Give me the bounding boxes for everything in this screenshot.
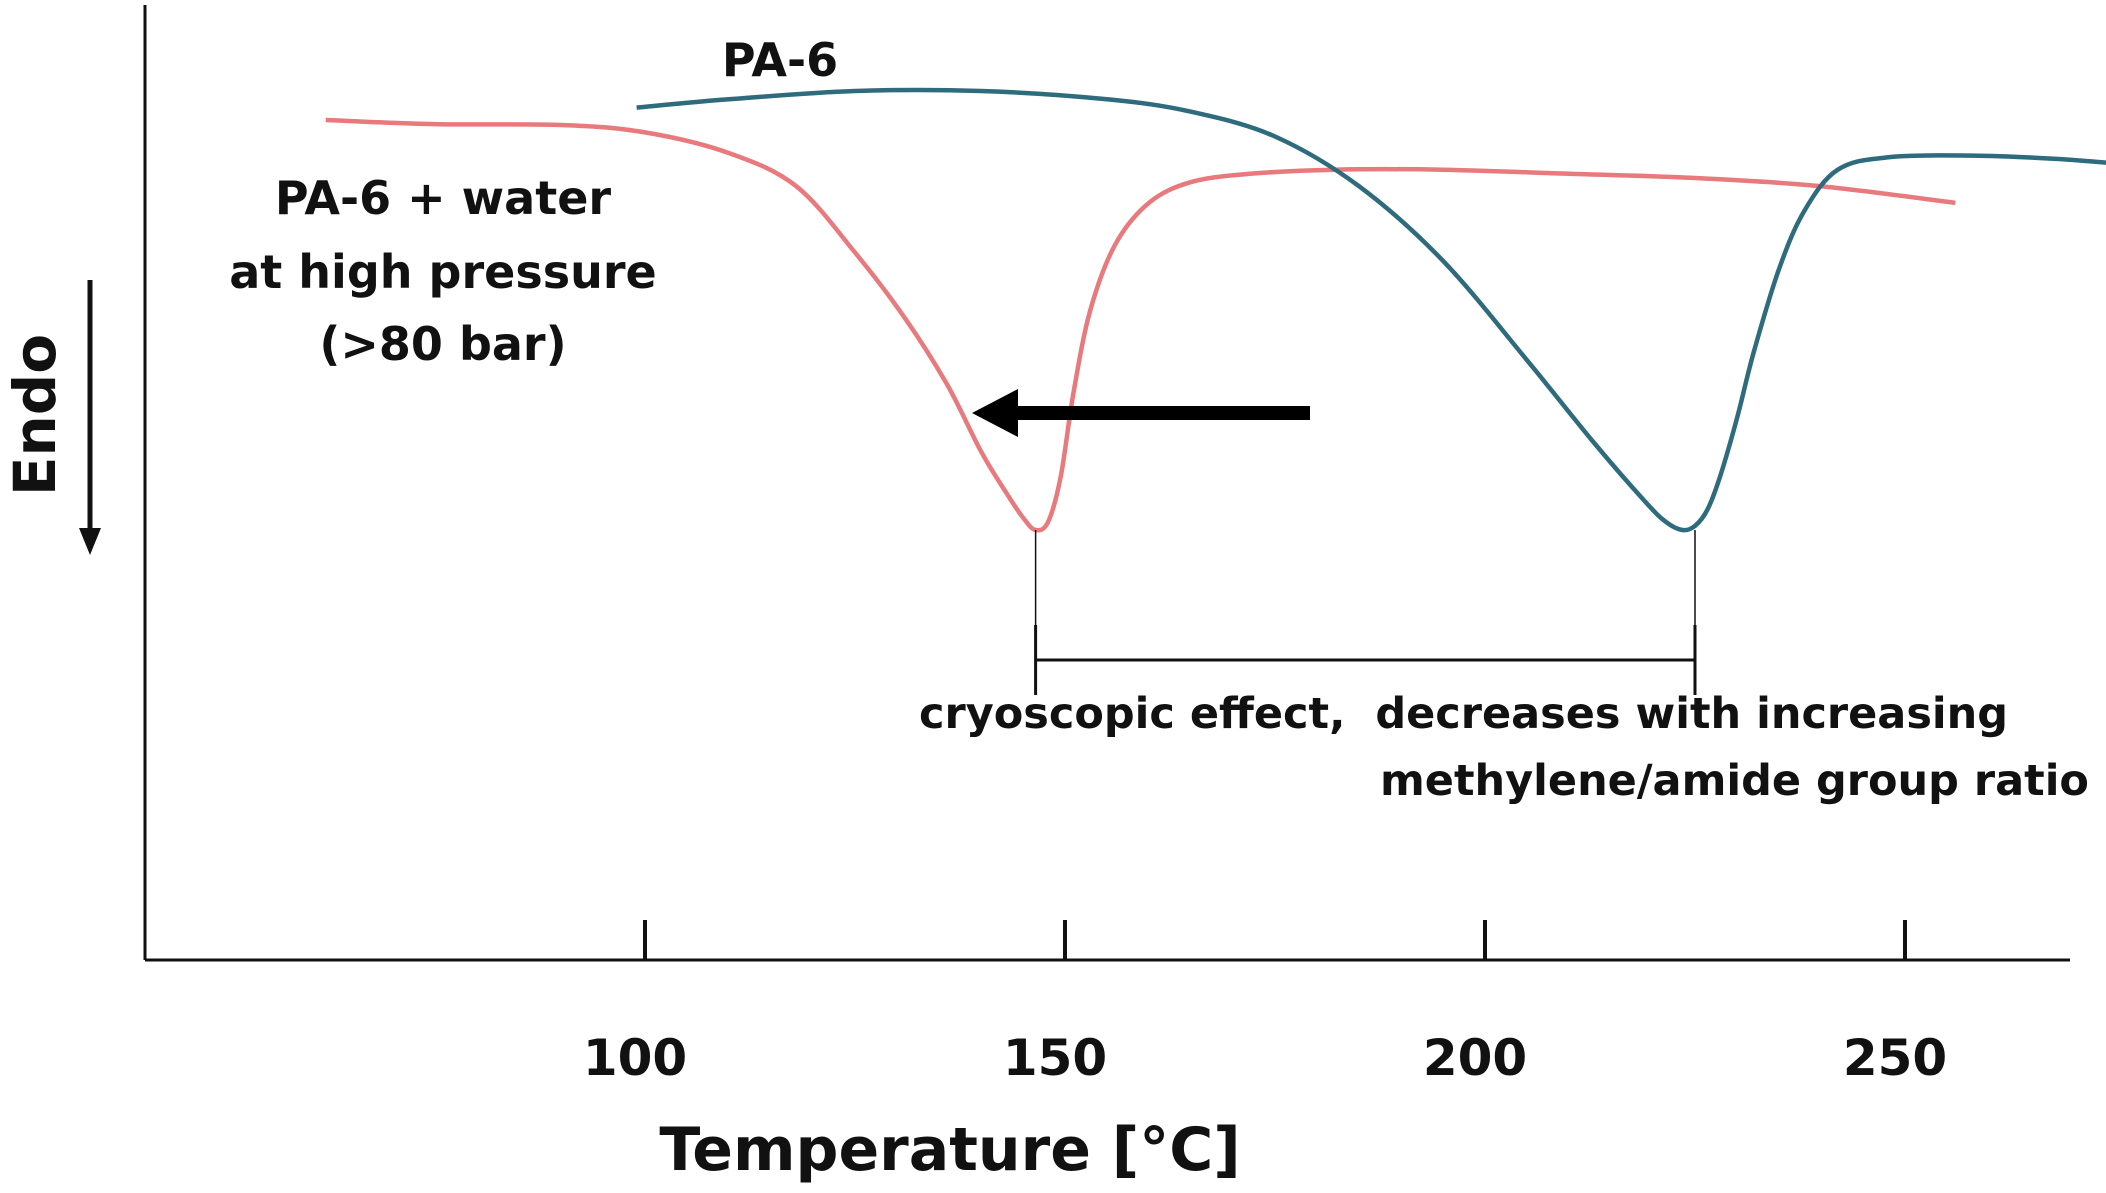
effect-text-line2: methylene/amide group ratio [1380, 756, 2089, 806]
series-label-water-line1: PA-6 + water [275, 171, 611, 225]
y-axis-label: Endo [1, 334, 69, 496]
x-tick-label: 100 [583, 1029, 687, 1087]
x-axis-label: Temperature [°C] [659, 1115, 1240, 1185]
pa6-water-curve [325, 117, 1956, 533]
series-label-water-line3: (>80 bar) [319, 317, 566, 371]
effect-text-line1: cryoscopic effect, decreases with increa… [919, 689, 2008, 739]
x-tick-label: 150 [1003, 1029, 1107, 1087]
x-ticks [643, 920, 1907, 960]
cryoscopic-bracket [1034, 625, 1697, 695]
shift-arrow-head [972, 389, 1018, 437]
x-tick-labels: 100 150 200 250 [583, 1029, 1947, 1087]
series-label-water-line2: at high pressure [229, 245, 656, 299]
pa6-curve [636, 87, 2106, 533]
x-tick-label: 250 [1843, 1029, 1947, 1087]
x-tick-label: 200 [1423, 1029, 1527, 1087]
endo-arrow-head [79, 528, 101, 555]
series-label-pa6: PA-6 [722, 33, 838, 87]
